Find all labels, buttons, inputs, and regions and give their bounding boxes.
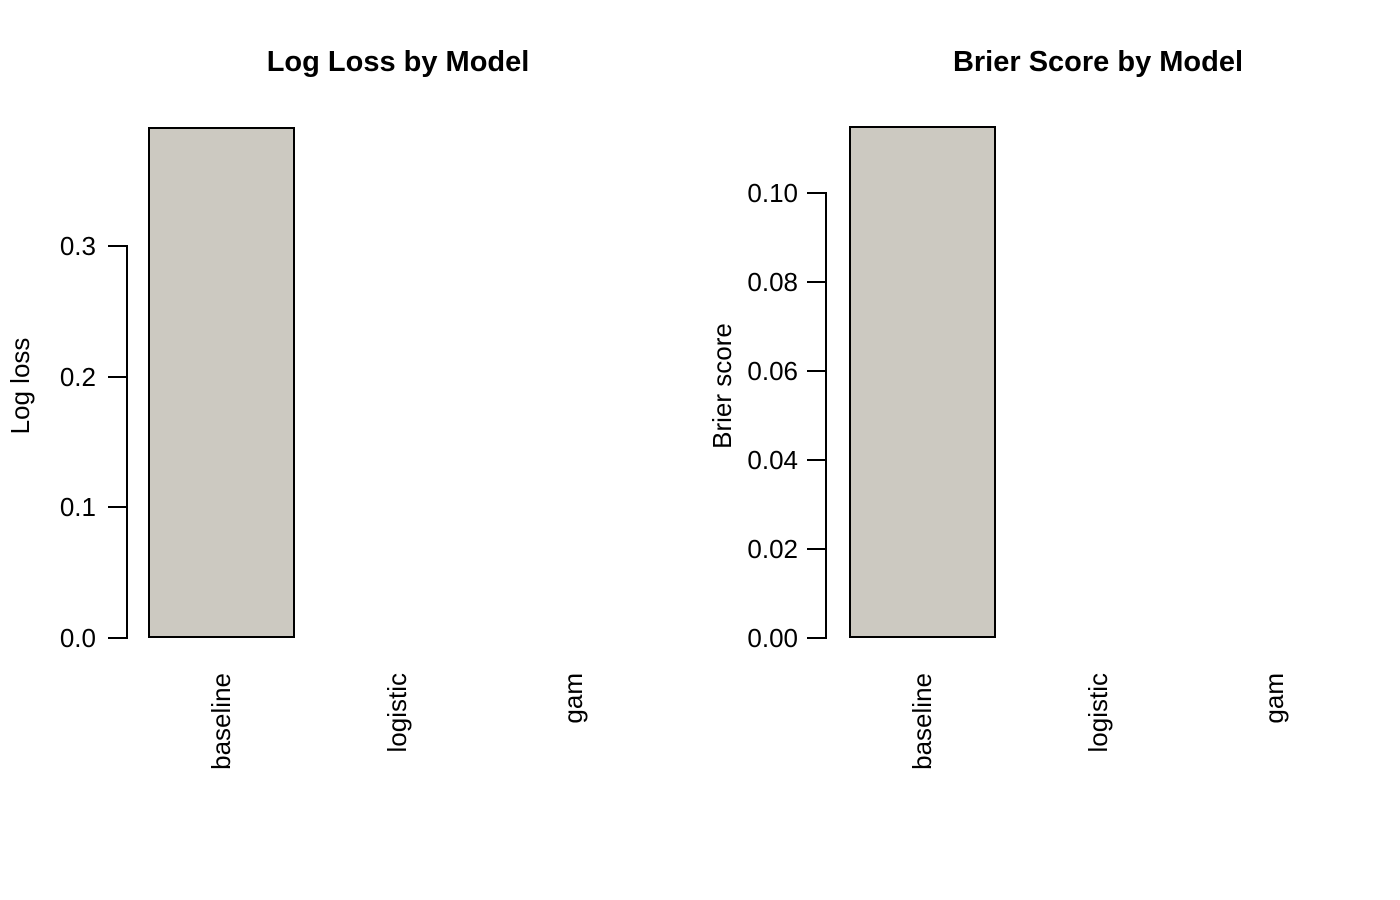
x-category-label-baseline: baseline	[907, 673, 937, 770]
y-axis-tick-label: 0.02	[747, 534, 798, 564]
y-axis-tick	[108, 376, 126, 378]
y-axis-tick-label: 0.00	[747, 623, 798, 653]
y-axis-tick	[807, 548, 825, 550]
y-axis-tick-label: 0.08	[747, 267, 798, 297]
y-axis-tick	[807, 459, 825, 461]
y-axis-tick-label: 0.0	[59, 623, 96, 653]
y-axis-tick	[807, 370, 825, 372]
x-category-label-gam: gam	[1259, 673, 1289, 724]
y-axis-tick	[108, 637, 126, 639]
y-axis-tick	[108, 245, 126, 247]
x-category-label-logistic: logistic	[1083, 673, 1113, 753]
y-axis-tick-label: 0.3	[59, 231, 96, 261]
y-axis-line	[825, 192, 827, 639]
y-axis-tick-label: 0.04	[747, 445, 798, 475]
y-axis-tick	[108, 506, 126, 508]
y-axis-tick-label: 0.1	[59, 492, 96, 522]
y-axis-tick-label: 0.06	[747, 356, 798, 386]
chart-title-log-loss: Log Loss by Model	[266, 46, 530, 78]
bar-baseline	[849, 126, 996, 638]
y-axis-tick-label: 0.2	[59, 362, 96, 392]
y-axis-tick	[807, 192, 825, 194]
x-category-label-gam: gam	[558, 673, 588, 724]
y-axis-tick	[807, 281, 825, 283]
x-category-label-logistic: logistic	[382, 673, 412, 753]
y-axis-tick	[807, 637, 825, 639]
x-category-label-baseline: baseline	[206, 673, 236, 770]
y-axis-tick-label: 0.10	[747, 178, 798, 208]
y-axis-line	[126, 245, 128, 639]
chart-title-brier-score: Brier Score by Model	[952, 46, 1244, 78]
y-axis-label-brier-score: Brier score	[707, 323, 737, 449]
bar-baseline	[148, 127, 295, 638]
